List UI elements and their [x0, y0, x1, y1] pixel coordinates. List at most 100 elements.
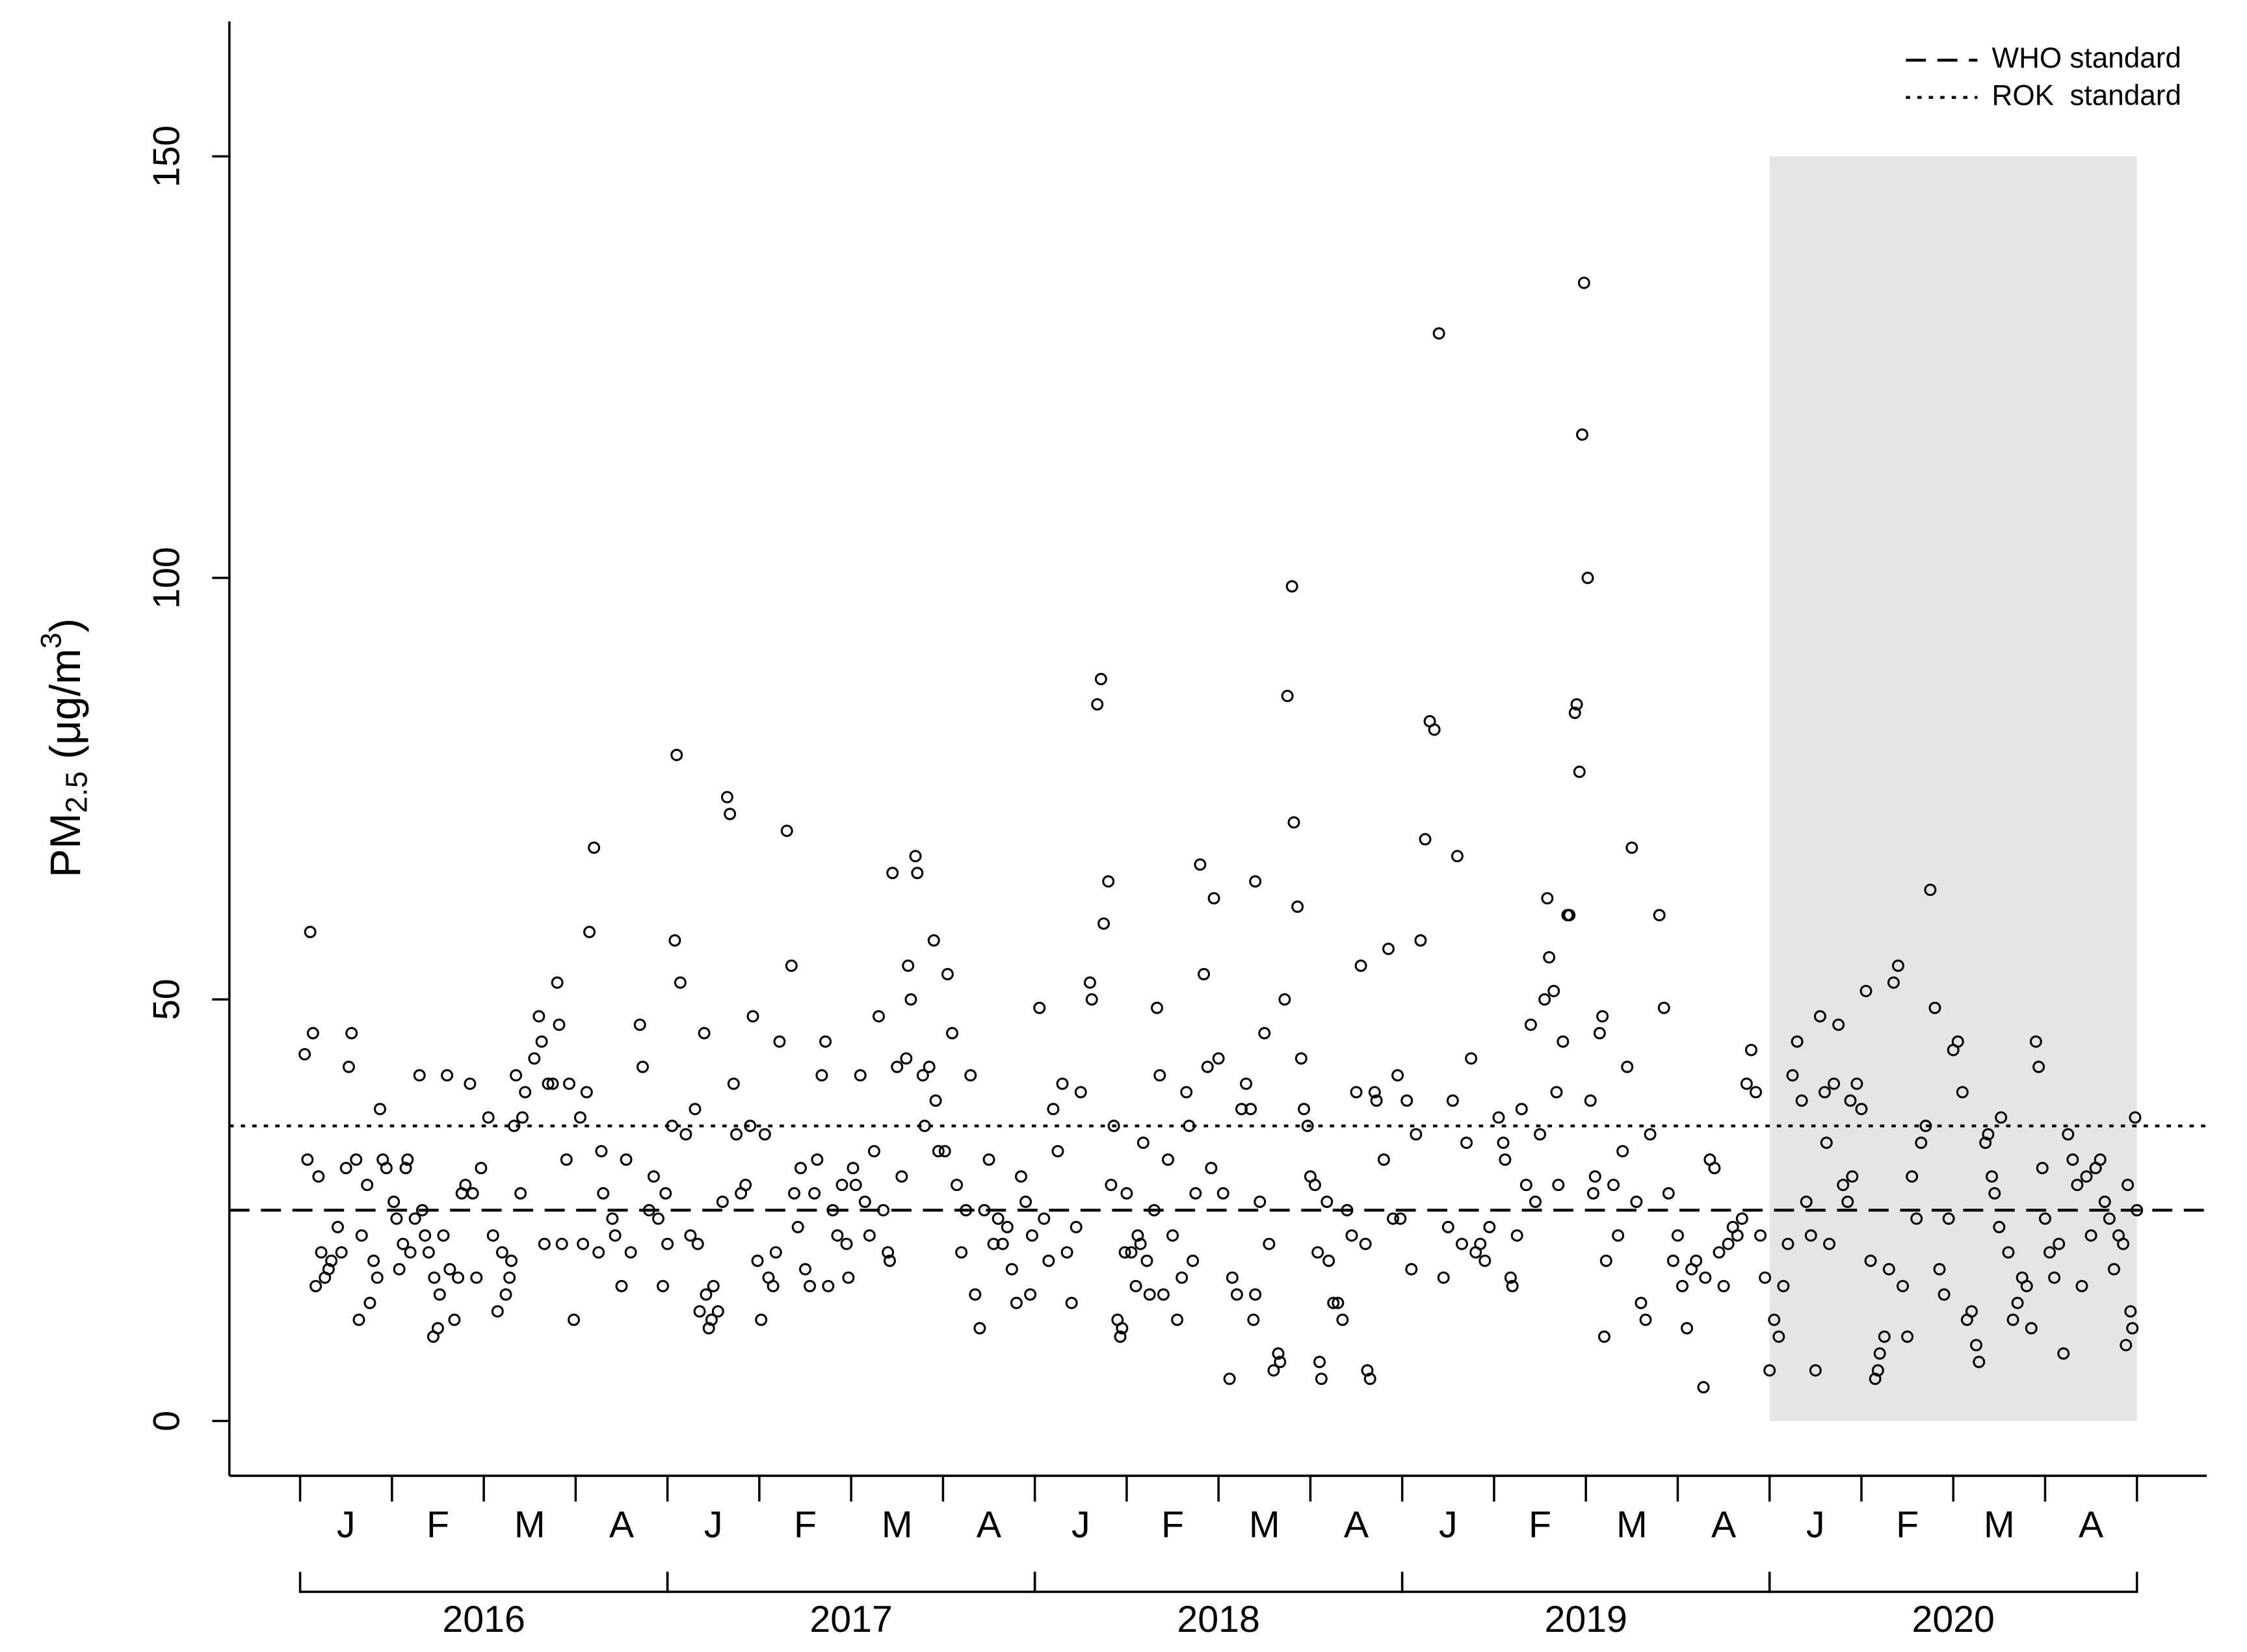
data-point	[470, 1271, 483, 1284]
data-point	[2066, 1153, 2079, 1166]
data-point	[1708, 1162, 1721, 1175]
data-point	[2048, 1271, 2061, 1284]
data-point	[941, 967, 954, 980]
data-point	[1841, 1196, 1854, 1208]
data-point	[1171, 1313, 1184, 1326]
data-point	[1942, 1212, 1955, 1225]
data-point	[437, 1229, 450, 1242]
data-point	[1515, 1103, 1528, 1116]
data-point	[1832, 1018, 1845, 1031]
data-point	[1956, 1086, 1969, 1099]
data-point	[363, 1296, 376, 1309]
data-point	[1311, 1246, 1324, 1259]
data-point	[2084, 1229, 2097, 1242]
data-point	[758, 1128, 771, 1141]
data-point	[666, 1120, 679, 1133]
data-point	[380, 1162, 393, 1175]
data-point	[1891, 959, 1904, 972]
data-point	[352, 1313, 365, 1326]
data-point	[659, 1187, 672, 1200]
data-point	[499, 1288, 512, 1301]
shade-layer	[1769, 156, 2137, 1421]
data-point	[583, 926, 596, 939]
data-point	[1882, 1263, 1895, 1276]
data-point	[1298, 1103, 1311, 1116]
data-point	[755, 1313, 768, 1326]
data-point	[785, 959, 798, 972]
data-point	[867, 1145, 880, 1158]
month-label: A	[2079, 1504, 2104, 1545]
month-label: J	[704, 1504, 723, 1545]
data-point	[1301, 1120, 1314, 1133]
data-point	[1120, 1187, 1133, 1200]
data-point	[1910, 1212, 1923, 1225]
data-point	[592, 1246, 605, 1259]
data-point	[1584, 1094, 1597, 1107]
data-point	[2131, 1203, 2144, 1216]
data-point	[1370, 1094, 1383, 1107]
data-point	[2011, 1296, 2024, 1309]
data-point	[1207, 892, 1220, 905]
data-point	[1744, 1043, 1757, 1056]
data-point	[1394, 1212, 1407, 1225]
data-point	[1226, 1271, 1239, 1284]
data-point	[652, 1212, 664, 1225]
data-point	[679, 1128, 692, 1141]
month-label: J	[1071, 1504, 1090, 1545]
data-point	[1887, 976, 1900, 989]
data-point	[780, 824, 793, 837]
data-point	[1446, 1094, 1459, 1107]
data-point	[2098, 1196, 2111, 1208]
data-point	[1359, 1237, 1372, 1250]
data-point	[1951, 1035, 1964, 1048]
data-point	[1161, 1153, 1174, 1166]
data-point	[691, 1237, 704, 1250]
data-point	[2094, 1153, 2107, 1166]
data-point	[1083, 976, 1096, 989]
data-point	[562, 1077, 575, 1090]
shaded-period	[1769, 156, 2137, 1421]
data-point	[842, 1271, 855, 1284]
data-point	[309, 1279, 322, 1292]
data-point	[773, 1035, 786, 1048]
data-point	[505, 1254, 518, 1267]
data-point	[2117, 1237, 2130, 1250]
data-point	[1809, 1364, 1822, 1377]
data-point	[1897, 1279, 1910, 1292]
data-point	[1097, 917, 1110, 930]
data-point	[306, 1027, 319, 1040]
data-point	[1965, 1305, 1978, 1318]
month-label: A	[1344, 1504, 1369, 1545]
data-point	[2029, 1035, 2042, 1048]
y-label-sub: 2.5	[60, 771, 94, 813]
data-point	[2062, 1128, 2075, 1141]
data-point	[794, 1162, 807, 1175]
data-point	[1576, 428, 1589, 441]
data-point	[1091, 698, 1104, 711]
data-point	[1873, 1347, 1886, 1360]
data-point	[987, 1237, 1000, 1250]
data-point	[1722, 1237, 1735, 1250]
data-point	[1993, 1220, 2006, 1233]
y-label-end: )	[42, 618, 90, 633]
data-point	[1240, 1077, 1253, 1090]
data-point	[1653, 909, 1666, 922]
data-point	[1460, 1136, 1473, 1149]
data-point	[955, 1246, 968, 1259]
data-point	[1547, 984, 1560, 997]
data-point	[1247, 1313, 1260, 1326]
data-point	[1148, 1203, 1161, 1216]
data-point	[727, 1077, 740, 1090]
data-point	[1456, 1237, 1468, 1250]
points-layer	[298, 276, 2144, 1394]
data-point	[2020, 1279, 2033, 1292]
data-point	[312, 1170, 325, 1183]
data-point	[1864, 1254, 1877, 1267]
data-point	[1350, 1086, 1363, 1099]
data-point	[1666, 1254, 1679, 1267]
data-point	[1731, 1229, 1744, 1242]
data-point	[588, 841, 601, 854]
y-label-mid: (μg/m	[42, 649, 90, 772]
data-point	[668, 934, 681, 947]
data-point	[819, 1035, 832, 1048]
